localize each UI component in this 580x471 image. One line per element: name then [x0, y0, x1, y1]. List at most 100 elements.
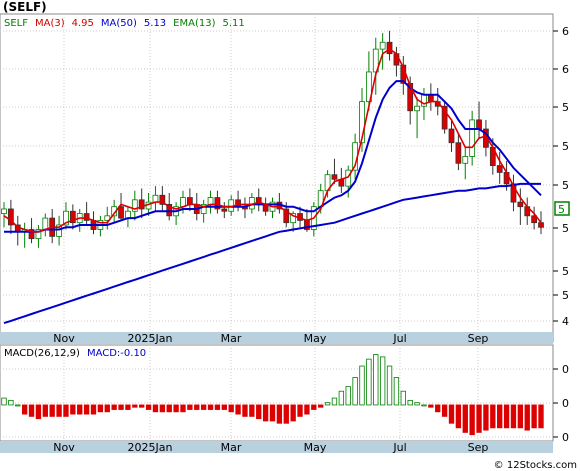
macd-bar-negative: [455, 404, 462, 429]
macd-bar-negative: [441, 404, 448, 417]
candle-up: [462, 156, 469, 164]
macd-bar-negative: [125, 404, 131, 410]
candle-down: [510, 183, 517, 203]
macd-bar-negative: [517, 404, 524, 429]
legend-item: MA(50): [101, 18, 137, 29]
price-tick-label: 6: [562, 25, 569, 38]
price-tick-label: 5: [562, 179, 569, 192]
macd-bar-negative: [159, 404, 166, 413]
candle-down: [221, 208, 228, 212]
macd-x-label: May: [304, 441, 327, 454]
candle-up: [379, 41, 386, 50]
macd-bar-positive: [1, 397, 7, 406]
macd-bar-positive: [386, 365, 393, 406]
macd-bar-positive: [15, 404, 21, 407]
price-tick-label: 5: [562, 289, 569, 302]
macd-bar-positive: [400, 390, 406, 406]
macd-bar-positive: [359, 365, 365, 406]
price-tick-label: 5: [562, 140, 569, 153]
macd-bar-negative: [476, 404, 482, 433]
candle-down: [427, 94, 434, 103]
candle-down: [138, 199, 145, 210]
macd-bar-negative: [139, 404, 145, 408]
candle-down: [331, 174, 338, 180]
last-price-tag-box: [554, 201, 570, 216]
price-tick-label: 5: [562, 222, 569, 235]
macd-bar-positive: [414, 402, 420, 406]
macd-bar-positive: [352, 377, 358, 406]
macd-bar-negative: [145, 404, 152, 410]
macd-legend-item: MACD:-0.10: [87, 348, 146, 359]
macd-tick-label: 0: [562, 363, 569, 376]
macd-bar-negative: [503, 404, 510, 429]
macd-bar-negative: [83, 404, 90, 415]
candle-down: [69, 210, 76, 224]
macd-bar-negative: [318, 404, 324, 408]
candle-up: [56, 224, 62, 237]
macd-bar-negative: [262, 404, 269, 422]
macd-x-label: Jul: [392, 441, 406, 454]
candle-up: [152, 194, 159, 203]
macd-bar-negative: [187, 404, 193, 410]
macd-x-label: Mar: [221, 441, 242, 454]
price-x-label: May: [304, 332, 327, 345]
legend-item: EMA(13): [173, 18, 215, 29]
price-panel: [0, 13, 554, 343]
macd-bar-negative: [42, 404, 48, 417]
macd-bar-negative: [207, 404, 214, 410]
candle-down: [538, 222, 544, 228]
candle-down: [455, 142, 462, 164]
candle-up: [359, 101, 365, 144]
candle-down: [517, 201, 524, 208]
macd-bar-positive: [366, 358, 372, 406]
candle-down: [283, 208, 290, 224]
macd-x-label: Nov: [53, 441, 75, 454]
candle-up: [366, 71, 372, 103]
macd-bar-negative: [180, 404, 186, 413]
macd-tick-label: 0: [562, 431, 569, 444]
ma3-line: [3, 48, 542, 233]
macd-bar-negative: [111, 404, 117, 410]
macd-bar-negative: [276, 404, 283, 424]
macd-bar-negative: [249, 404, 255, 417]
macd-bar-negative: [90, 404, 97, 415]
macd-bar-negative: [538, 404, 544, 429]
macd-bar-negative: [118, 404, 124, 410]
macd-bar-negative: [269, 404, 276, 422]
price-tick-label: 5: [562, 265, 569, 278]
chart-title: (SELF): [3, 0, 47, 14]
macd-date-strip: [0, 441, 553, 453]
macd-bar-positive: [407, 399, 413, 406]
candle-down: [187, 197, 193, 205]
ema13-line: [4, 80, 542, 233]
macd-bar-negative: [283, 404, 289, 424]
candle-down: [448, 128, 455, 144]
candle-down: [214, 197, 221, 210]
macd-bar-negative: [297, 404, 303, 417]
macd-bar-negative: [152, 404, 159, 413]
candle-down: [386, 41, 393, 55]
macd-bar-positive: [331, 397, 338, 406]
macd-bar-negative: [21, 404, 28, 415]
candle-up: [63, 210, 69, 226]
candle-down: [159, 194, 166, 205]
macd-bar-negative: [483, 404, 489, 431]
macd-bar-positive: [421, 404, 427, 407]
price-tick-label: 5: [562, 101, 569, 114]
watermark: © 12Stocks.com: [494, 460, 577, 471]
macd-x-label: Sep: [468, 441, 489, 454]
macd-bar-negative: [304, 404, 310, 415]
candle-up: [290, 213, 297, 224]
macd-bar-negative: [524, 404, 530, 431]
macd-bar-negative: [77, 404, 83, 415]
macd-bar-negative: [497, 404, 503, 429]
macd-tick-label: 0: [562, 397, 569, 410]
macd-bar-negative: [173, 404, 179, 413]
legend-item: MA(3): [35, 18, 65, 29]
macd-bar-negative: [200, 404, 207, 410]
macd-bar-positive: [324, 402, 331, 406]
macd-bar-negative: [510, 404, 517, 429]
candle-down: [28, 229, 35, 240]
macd-bar-negative: [97, 404, 104, 413]
macd-legend-item: MACD(26,12,9): [4, 348, 80, 359]
